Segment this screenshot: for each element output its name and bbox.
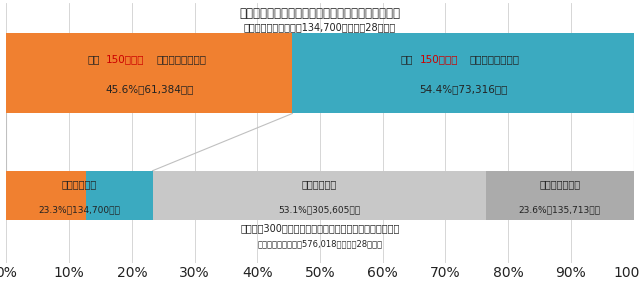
Bar <box>6 171 152 220</box>
Text: 150戸未満: 150戸未満 <box>420 54 458 64</box>
Text: 分譲戸建住宅: 分譲戸建住宅 <box>62 179 97 189</box>
Text: 53.1%（305,605戸）: 53.1%（305,605戸） <box>278 205 360 214</box>
Bar <box>292 33 634 114</box>
Text: 年間: 年間 <box>401 54 413 64</box>
Text: を供給する事業者: を供給する事業者 <box>156 54 206 64</box>
Bar <box>486 171 634 220</box>
Bar <box>152 171 486 220</box>
Text: 小規模（300㎡未満）住宅における分譲戸建住宅のシェア: 小規模（300㎡未満）住宅における分譲戸建住宅のシェア <box>240 223 400 233</box>
Bar <box>6 33 292 114</box>
Text: 150戸以上: 150戸以上 <box>106 54 145 64</box>
Text: 45.6%（61,384戸）: 45.6%（61,384戸） <box>105 84 193 94</box>
Text: 分譲戸建住宅における大量供給事業者の供給シェア: 分譲戸建住宅における大量供給事業者の供給シェア <box>239 7 401 20</box>
Text: 23.3%（134,700戸）: 23.3%（134,700戸） <box>38 205 120 214</box>
Text: を供給する事業者: を供給する事業者 <box>470 54 520 64</box>
Text: （小規模住宅全体：576,018戸・平成28年度）: （小規模住宅全体：576,018戸・平成28年度） <box>257 240 383 249</box>
Text: 23.6%（135,713戸）: 23.6%（135,713戸） <box>518 205 600 214</box>
Text: 年間: 年間 <box>87 54 100 64</box>
Text: 注文戸建住宅: 注文戸建住宅 <box>301 179 337 189</box>
Text: （分譲戸建住宅全体：134,700戸・平成28年度）: （分譲戸建住宅全体：134,700戸・平成28年度） <box>244 22 396 32</box>
Text: 54.4%（73,316戸）: 54.4%（73,316戸） <box>419 84 507 94</box>
Text: 貳貸アパート等: 貳貸アパート等 <box>539 179 580 189</box>
Bar <box>86 171 152 220</box>
